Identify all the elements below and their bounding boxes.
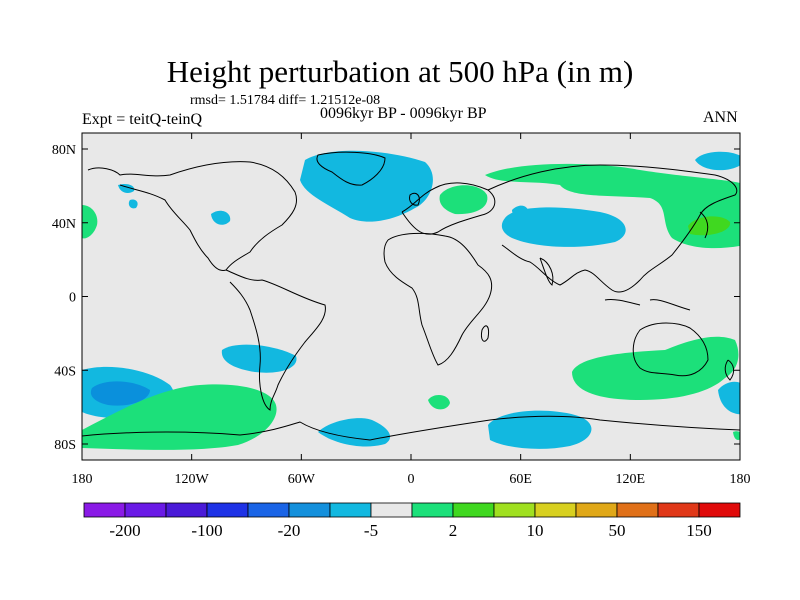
colorbar: -200 -100 -20 -5 2 10 50 150 xyxy=(83,502,741,540)
contour-antarctic-negative-2 xyxy=(488,410,592,449)
latitude-axis: 80N 40N 0 40S 80S xyxy=(52,143,740,453)
contour-pacific-strong-positive xyxy=(688,216,731,236)
colorbar-swatch xyxy=(165,502,208,518)
colorbar-swatch xyxy=(206,502,249,518)
colorbar-swatch xyxy=(534,502,577,518)
contour-north-atlantic-negative xyxy=(300,150,433,222)
coastlines xyxy=(82,151,740,441)
contour-arctic-negative xyxy=(695,151,740,171)
colorbar-swatch xyxy=(83,502,126,518)
contour-pacific-small-negative xyxy=(118,183,135,193)
lat-tick-label: 80N xyxy=(52,143,76,158)
colorbar-swatch xyxy=(616,502,659,518)
colorbar-swatch xyxy=(288,502,331,518)
colorbar-label: -5 xyxy=(364,521,378,540)
contour-east-edge-negative xyxy=(718,381,740,415)
coastline-australia xyxy=(632,322,709,377)
colorbar-label: -100 xyxy=(191,521,222,540)
lat-tick-label: 80S xyxy=(54,438,76,453)
season-label: ANN xyxy=(703,109,738,126)
experiment-label: Expt = teitQ-teinQ xyxy=(82,111,203,128)
contour-southern-ocean-positive xyxy=(82,384,277,450)
contour-west-pacific-small-negative xyxy=(211,210,231,225)
colorbar-label: 2 xyxy=(449,521,458,540)
colorbar-swatch xyxy=(124,502,167,518)
contour-asia-positive xyxy=(485,163,740,249)
anomaly-contours xyxy=(82,150,740,450)
lon-tick-label: 180 xyxy=(730,472,751,487)
colorbar-swatch xyxy=(329,502,372,518)
coastline-asia xyxy=(487,164,738,293)
coastline-europe xyxy=(401,182,496,235)
stats-label: rmsd= 1.51784 diff= 1.21512e-08 xyxy=(190,93,381,108)
contour-dateline-positive xyxy=(82,205,98,239)
colorbar-swatch xyxy=(370,502,413,518)
lon-tick-label: 60W xyxy=(288,472,316,487)
coastline-south-america xyxy=(225,269,326,411)
contour-east-edge-positive xyxy=(733,431,740,440)
colorbar-swatch xyxy=(575,502,618,518)
colorbar-swatch xyxy=(452,502,495,518)
lat-tick-label: 40N xyxy=(52,217,76,232)
contour-eurasia-negative xyxy=(501,207,626,247)
contour-south-pacific-strong-negative xyxy=(90,381,150,406)
lon-tick-label: 0 xyxy=(408,472,415,487)
colorbar-swatch xyxy=(493,502,536,518)
longitude-axis: 180 120W 60W 0 60E 120E 180 xyxy=(72,133,751,487)
coastline-india xyxy=(539,257,554,286)
coastline-british-isles xyxy=(409,192,420,206)
contour-south-america-negative xyxy=(221,344,297,373)
lon-tick-label: 180 xyxy=(72,472,93,487)
colorbar-label: 50 xyxy=(609,521,626,540)
coastline-madagascar xyxy=(481,325,489,342)
coastline-greenland xyxy=(316,151,386,186)
contour-atlantic-small-positive xyxy=(428,394,450,410)
contour-eurasia-small-negative xyxy=(512,205,529,218)
colorbar-label: -200 xyxy=(109,521,140,540)
colorbar-label: -20 xyxy=(278,521,301,540)
colorbar-label: 10 xyxy=(527,521,544,540)
lon-tick-label: 120E xyxy=(616,472,646,487)
colorbar-swatch xyxy=(411,502,454,518)
colorbar-swatch xyxy=(698,502,741,518)
coastline-japan xyxy=(699,211,709,239)
colorbar-label: 150 xyxy=(686,521,712,540)
colorbar-swatch xyxy=(247,502,290,518)
period-label: 0096kyr BP - 0096kyr BP xyxy=(320,105,487,122)
colorbar-swatch xyxy=(657,502,700,518)
coastline-indonesia xyxy=(604,299,691,311)
coastline-new-zealand xyxy=(724,359,735,381)
contour-pacific-small-negative-2 xyxy=(128,199,138,209)
contour-australia-positive xyxy=(572,336,739,400)
coastline-north-america xyxy=(87,161,297,271)
lon-tick-label: 120W xyxy=(175,472,210,487)
coastline-antarctica xyxy=(82,415,740,441)
lon-tick-label: 60E xyxy=(509,472,532,487)
lat-tick-label: 0 xyxy=(69,291,76,306)
contour-europe-positive xyxy=(439,185,488,215)
coastline-africa xyxy=(383,232,493,366)
lat-tick-label: 40S xyxy=(54,364,76,379)
map-title: Height perturbation at 500 hPa (in m) xyxy=(166,54,634,89)
